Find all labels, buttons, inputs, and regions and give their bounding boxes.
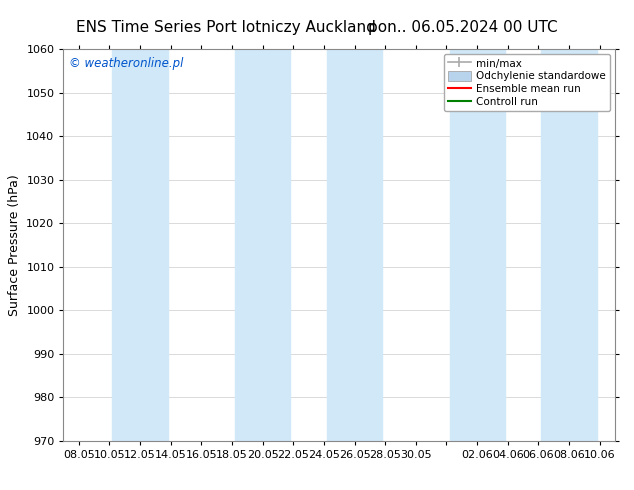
Bar (235, 49, 290, 441)
Text: ENS Time Series Port lotniczy Auckland: ENS Time Series Port lotniczy Auckland (76, 20, 376, 35)
Text: pon.. 06.05.2024 00 UTC: pon.. 06.05.2024 00 UTC (368, 20, 558, 35)
Legend: min/max, Odchylenie standardowe, Ensemble mean run, Controll run: min/max, Odchylenie standardowe, Ensembl… (444, 54, 610, 111)
Text: © weatheronline.pl: © weatheronline.pl (69, 57, 183, 70)
Bar (112, 49, 167, 441)
Bar (327, 49, 382, 441)
Bar (450, 49, 505, 441)
Bar (541, 49, 597, 441)
Y-axis label: Surface Pressure (hPa): Surface Pressure (hPa) (8, 174, 21, 316)
